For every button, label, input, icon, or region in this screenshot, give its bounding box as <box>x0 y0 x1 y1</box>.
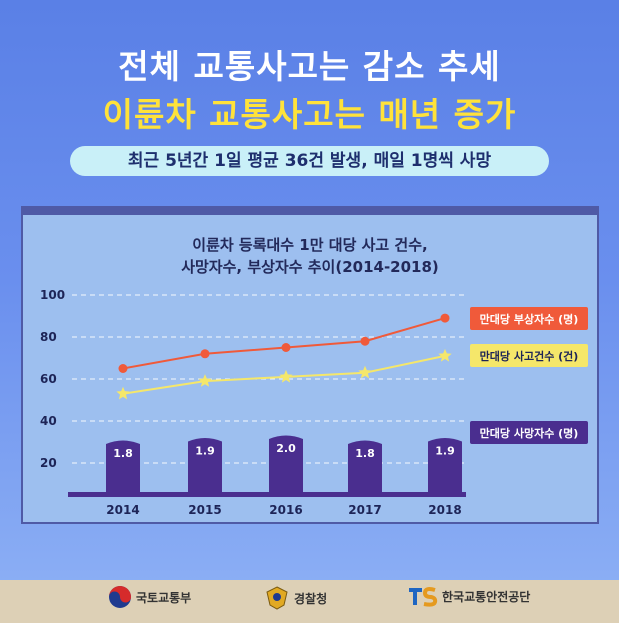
data-point-accidents <box>438 348 452 362</box>
x-tick-label: 2015 <box>188 503 221 517</box>
y-tick-label: 60 <box>40 372 57 386</box>
x-tick-label: 2014 <box>106 503 139 517</box>
bar-value-label: 2.0 <box>276 442 296 455</box>
headline-line1: 전체 교통사고는 감소 추세 <box>118 47 501 86</box>
legend-label: 만대당 사고건수 (건) <box>480 349 579 363</box>
legend-label: 만대당 사망자수 (명) <box>480 426 579 440</box>
bar-value-label: 1.9 <box>195 445 215 458</box>
chart-panel-top-bar <box>21 206 599 214</box>
data-point-accidents <box>279 369 293 383</box>
legend-label: 만대당 부상자수 (명) <box>480 312 579 326</box>
data-point-injuries <box>200 349 210 359</box>
y-tick-label: 40 <box>40 414 57 428</box>
logo-kotsa: 한국교통안전공단 <box>408 585 530 607</box>
bar <box>188 438 222 492</box>
data-point-accidents <box>198 374 212 387</box>
police-emblem-icon <box>266 586 288 610</box>
footer-band <box>0 580 619 623</box>
logo-kotsa-label: 한국교통안전공단 <box>442 589 531 604</box>
y-tick-label: 80 <box>40 330 57 344</box>
headline-line2: 이륜차 교통사고는 매년 증가 <box>102 95 517 134</box>
legend-swatch <box>470 307 588 330</box>
chart-title-line2: 사망자수, 부상자수 추이(2014-2018) <box>181 258 439 276</box>
ts-logo-icon <box>409 587 438 607</box>
data-point-accidents <box>116 386 130 400</box>
line-series-injuries <box>122 317 446 370</box>
logo-molit-label: 국토교통부 <box>136 590 192 605</box>
y-tick-label: 20 <box>40 456 57 470</box>
x-axis-line <box>68 492 466 497</box>
data-point-injuries <box>440 313 450 323</box>
chart-title-line1: 이륜차 등록대수 1만 대당 사고 건수, <box>192 236 428 254</box>
bar <box>269 435 303 492</box>
logo-police-label: 경찰청 <box>294 591 328 606</box>
data-point-injuries <box>360 336 370 346</box>
x-tick-label: 2017 <box>348 503 381 517</box>
logo-police: 경찰청 <box>264 585 327 611</box>
bar-value-label: 1.8 <box>113 447 133 460</box>
y-tick-label: 100 <box>40 288 65 302</box>
legend-swatch <box>470 421 588 444</box>
logo-molit: 국토교통부 <box>108 585 191 609</box>
data-point-injuries <box>281 343 291 352</box>
x-tick-label: 2016 <box>269 503 302 517</box>
bar <box>428 438 462 492</box>
x-tick-label: 2018 <box>428 503 461 517</box>
bar-value-label: 1.9 <box>435 445 455 458</box>
subtitle-pill: 최근 5년간 1일 평균 36건 발생, 매일 1명씩 사망 <box>70 146 549 176</box>
taegeuk-icon <box>109 586 131 608</box>
data-point-injuries <box>118 364 128 373</box>
bar <box>106 440 140 492</box>
legend-swatch <box>470 344 588 367</box>
bar <box>348 440 382 492</box>
data-point-accidents <box>358 365 372 379</box>
bar-value-label: 1.8 <box>355 447 375 460</box>
